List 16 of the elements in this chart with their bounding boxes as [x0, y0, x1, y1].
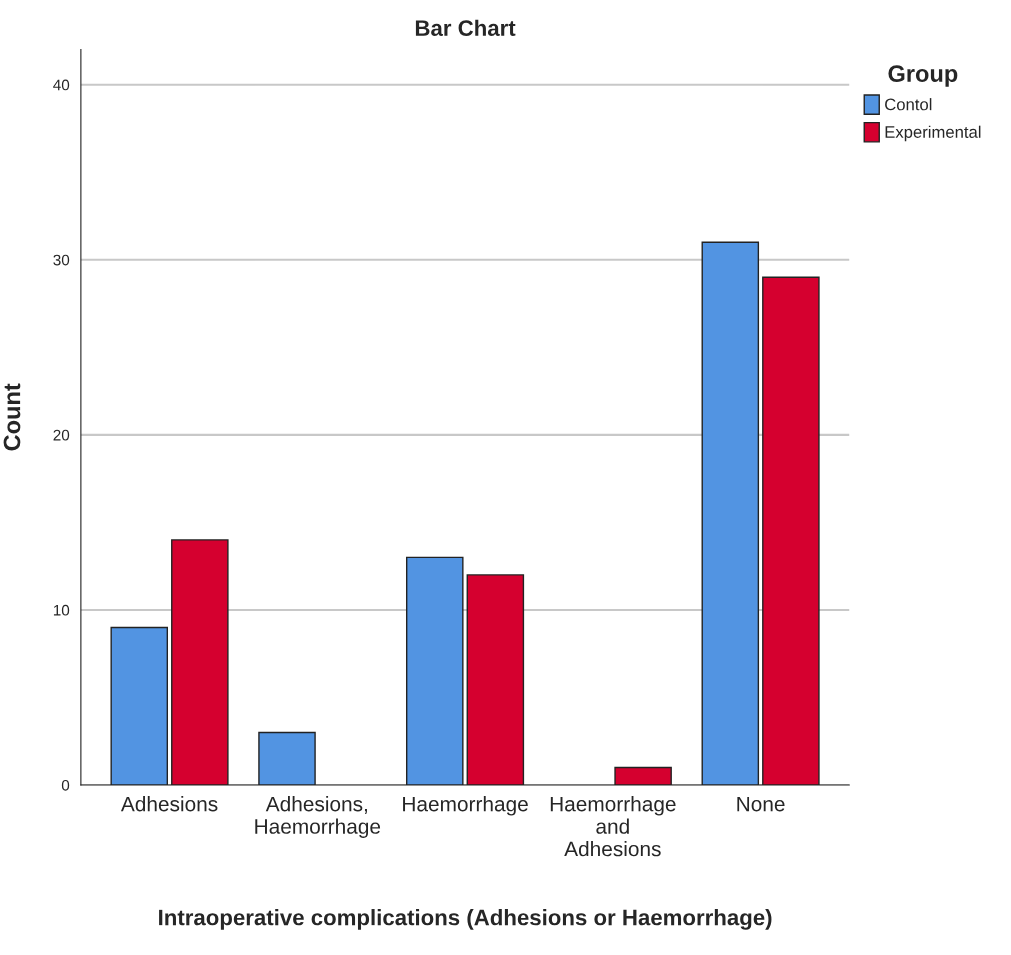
x-tick-label: None — [737, 796, 785, 812]
x-tick-label: Adhesions, Haemorrhage — [255, 796, 381, 838]
y-tick-label: 20 — [53, 429, 70, 441]
legend-title: Group — [888, 65, 958, 87]
x-tick-label: Adhesions — [120, 796, 218, 812]
chart-title: Bar Chart — [415, 19, 516, 36]
x-tick-label: Haemorrhage — [403, 796, 528, 816]
y-tick-label: 10 — [53, 604, 70, 616]
y-tick-label: 0 — [61, 779, 70, 791]
x-tick-label: Haemorrhage and Adhesions — [550, 796, 676, 857]
legend-label: Contol — [885, 98, 932, 111]
y-axis-title: Count — [3, 383, 21, 451]
y-tick-label: 30 — [53, 254, 70, 266]
y-tick-label: 40 — [53, 79, 70, 91]
x-axis-title: Intraoperative complications (Adhesions or Haemorrhage) — [159, 909, 772, 930]
legend-label: Experimental — [885, 125, 981, 142]
